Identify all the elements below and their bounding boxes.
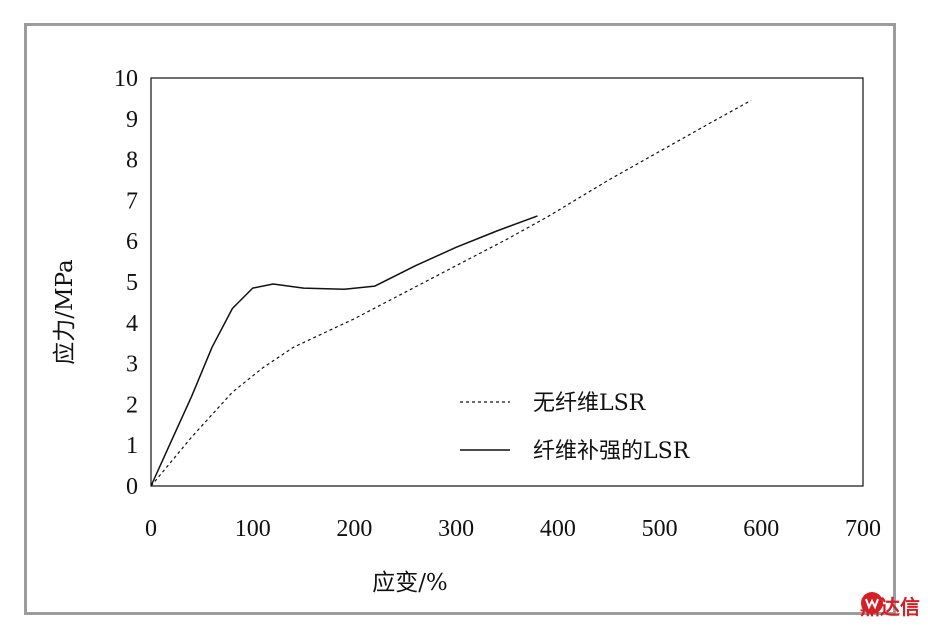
x-tick-label: 100 (235, 516, 271, 542)
plot-area (150, 77, 864, 487)
y-tick-label: 3 (126, 352, 138, 378)
legend-label-dashed: 无纤维LSR (533, 391, 647, 416)
y-tick-label: 5 (126, 270, 138, 296)
series-line-fiber-reinforced (150, 215, 538, 487)
figure-frame (24, 23, 896, 615)
x-tick-label: 300 (438, 516, 474, 542)
y-tick-label: 1 (126, 433, 138, 459)
y-tick-label: 10 (114, 66, 138, 92)
y-tick-label: 6 (126, 229, 138, 255)
x-tick-label: 200 (336, 516, 372, 542)
y-tick-label: 2 (126, 392, 138, 418)
watermark: 鼎达信 (860, 591, 920, 619)
watermark-logo-icon (861, 592, 883, 614)
x-tick-label: 500 (642, 516, 678, 542)
y-tick-label: 9 (126, 107, 138, 133)
y-axis-title: 应力/MPa (52, 259, 78, 365)
y-tick-label: 0 (126, 474, 138, 500)
y-tick-label: 4 (126, 311, 138, 337)
legend-label-solid: 纤维补强的LSR (533, 439, 691, 464)
x-tick-label: 400 (540, 516, 576, 542)
x-tick-label: 0 (145, 516, 157, 542)
x-tick-label: 600 (743, 516, 779, 542)
legend: 无纤维LSR 纤维补强的LSR (460, 391, 691, 464)
x-tick-label: 700 (845, 516, 881, 542)
x-axis-title: 应变/% (372, 570, 448, 596)
y-tick-label: 7 (126, 188, 138, 214)
y-tick-label: 8 (126, 148, 138, 174)
series-line-no-fiber (150, 99, 752, 487)
